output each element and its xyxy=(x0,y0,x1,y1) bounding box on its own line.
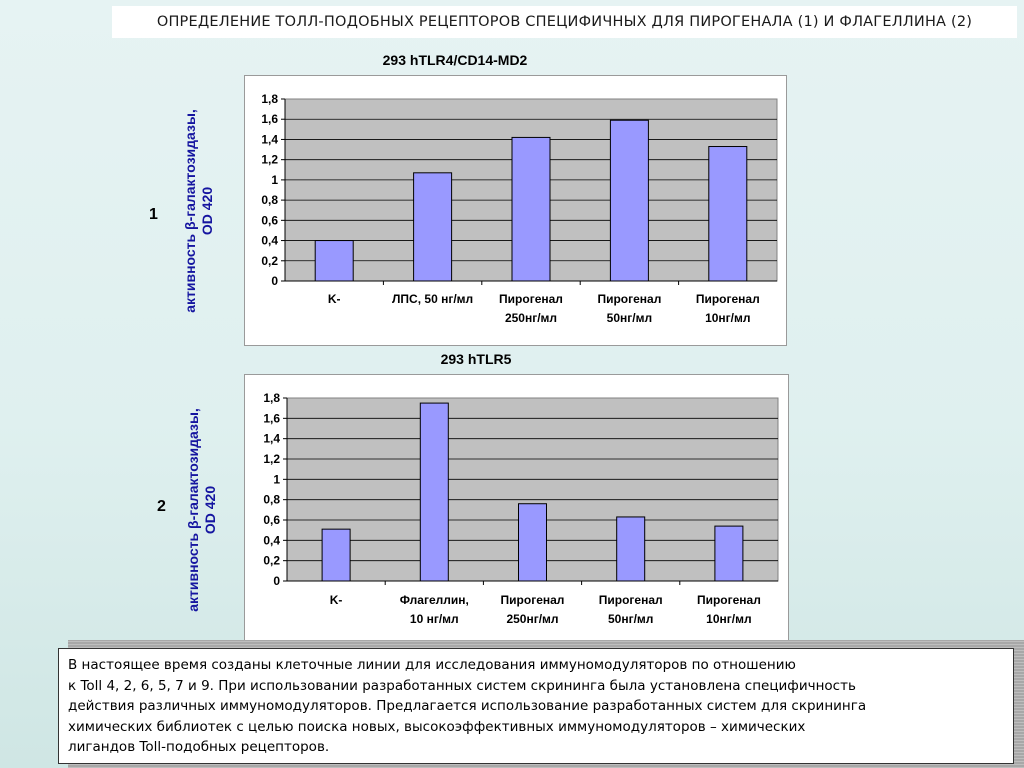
y-tick-label: 1,6 xyxy=(261,112,278,126)
note-line: химических библиотек с целью поиска новы… xyxy=(68,718,806,735)
x-tick-label: 10нг/мл xyxy=(706,612,751,626)
y-tick-label: 1,8 xyxy=(263,391,280,405)
chart-1-y-axis-label: активность β-галактозидазы, OD 420 xyxy=(182,71,216,351)
y-tick-label: 0,4 xyxy=(263,533,280,547)
bar xyxy=(518,503,547,582)
chart-2-svg: 0 0,2 0,4 0,6 0,8 1 1,2 1,4 1,6 1,8 K- Флагеллин, 10… xyxy=(263,391,779,626)
x-tick-label: Пирогенал xyxy=(696,292,760,306)
chart-1-y-axis-label-line2: OD 420 xyxy=(199,186,215,236)
bar xyxy=(616,516,646,582)
chart-2-y-axis-label-line1: активность β-галактозидазы, xyxy=(185,408,201,612)
y-tick-label: 0 xyxy=(273,574,280,588)
y-tick-label: 0,8 xyxy=(263,493,280,507)
x-tick-label: Пирогенал xyxy=(597,292,661,306)
y-tick-label: 1 xyxy=(273,472,280,486)
note-line: действия различных иммуномодуляторов. Пр… xyxy=(68,698,867,714)
y-tick-label: 0,2 xyxy=(261,254,278,268)
y-tick-label: 0,8 xyxy=(261,193,278,207)
y-tick-label: 1 xyxy=(271,173,278,187)
bar xyxy=(609,119,649,282)
x-tick-label: K- xyxy=(328,292,341,306)
bar xyxy=(419,402,449,582)
x-tick-label: K- xyxy=(330,593,343,607)
note-line: к Toll 4, 2, 6, 5, 7 и 9. При использова… xyxy=(68,677,856,694)
y-tick-label: 1,4 xyxy=(263,432,280,446)
chart-1-svg: 0 0,2 0,4 0,6 0,8 1 1,2 1,4 1,6 1,8 K- ЛПС, 50 нг/м… xyxy=(261,92,778,325)
y-tick-label: 0 xyxy=(271,274,278,288)
y-tick-label: 1,8 xyxy=(261,92,278,106)
x-tick-label: Пирогенал xyxy=(501,593,565,607)
y-tick-label: 1,6 xyxy=(263,411,280,425)
chart-1-y-axis-label-line1: активность β-галактозидазы, xyxy=(182,109,198,313)
x-tick-label: 10нг/мл xyxy=(705,311,750,325)
y-tick-label: 1,4 xyxy=(261,132,278,146)
bar xyxy=(708,146,748,282)
y-tick-label: 1,2 xyxy=(261,153,278,167)
y-tick-label: 0,4 xyxy=(261,234,278,248)
bar xyxy=(314,240,354,282)
x-tick-label: 50нг/мл xyxy=(607,311,652,325)
chart-1-title: 293 hTLR4/CD14-MD2 xyxy=(382,52,528,68)
panel-2-number: 2 xyxy=(157,498,166,515)
chart-2-y-axis-label-line2: OD 420 xyxy=(202,485,218,535)
bar xyxy=(714,525,744,582)
chart-2-y-axis-label: активность β-галактозидазы, OD 420 xyxy=(185,370,219,650)
chart-2-title: 293 hTLR5 xyxy=(440,351,512,367)
bar xyxy=(511,136,551,282)
panel-1-number: 1 xyxy=(149,206,158,223)
x-tick-label: Пирогенал xyxy=(499,292,563,306)
page-title: ОПРЕДЕЛЕНИЕ ТОЛЛ-ПОДОБНЫХ РЕЦЕПТОРОВ СПЕ… xyxy=(112,6,1017,38)
y-tick-label: 0,2 xyxy=(263,554,280,568)
x-tick-label: 50нг/мл xyxy=(608,612,653,626)
bar xyxy=(321,528,351,582)
y-tick-label: 0,6 xyxy=(261,213,278,227)
note-line: лигандов Toll-подобных рецепторов. xyxy=(68,739,330,755)
chart-1: 0 0,2 0,4 0,6 0,8 1 1,2 1,4 1,6 1,8 K- ЛПС, 50 нг/м… xyxy=(244,75,787,346)
x-tick-label: Флагеллин, xyxy=(400,593,469,607)
x-tick-label: ЛПС, 50 нг/мл xyxy=(392,292,473,306)
x-tick-label: Пирогенал xyxy=(599,593,663,607)
x-tick-label: Пирогенал xyxy=(697,593,761,607)
x-tick-label: 250нг/мл xyxy=(506,612,558,626)
y-tick-label: 1,2 xyxy=(263,452,280,466)
bar xyxy=(413,172,453,282)
x-tick-label: 10 нг/мл xyxy=(410,612,459,626)
page-title-text: ОПРЕДЕЛЕНИЕ ТОЛЛ-ПОДОБНЫХ РЕЦЕПТОРОВ СПЕ… xyxy=(156,14,973,30)
chart-2: 0 0,2 0,4 0,6 0,8 1 1,2 1,4 1,6 1,8 K- Флагеллин, 10… xyxy=(244,374,789,644)
y-tick-label: 0,6 xyxy=(263,513,280,527)
x-tick-label: 250нг/мл xyxy=(505,311,557,325)
description-box: В настоящее время созданы клеточные лини… xyxy=(58,648,1014,764)
note-line: В настоящее время созданы клеточные лини… xyxy=(68,657,796,673)
